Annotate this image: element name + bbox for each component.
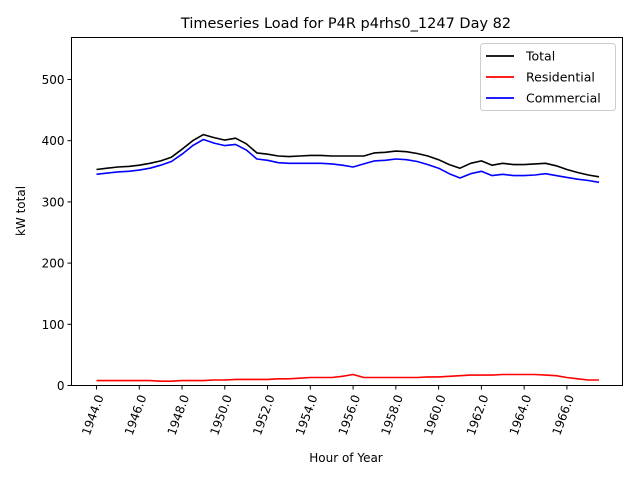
y-axis-label: kW total: [14, 186, 28, 236]
x-tick-label: 1966.0: [549, 393, 577, 437]
series-line-commercial: [96, 138, 600, 184]
legend: Total Residential Commercial: [480, 43, 616, 111]
y-tick-label: 0: [57, 379, 65, 393]
x-tick-label: 1958.0: [378, 393, 406, 437]
series-layer: [96, 133, 600, 383]
x-tick-label: 1962.0: [464, 393, 492, 437]
x-tick-label: 1954.0: [293, 393, 321, 437]
legend-label-total: Total: [525, 49, 555, 64]
x-tick-label: 1956.0: [336, 393, 364, 437]
y-tick-label: 300: [42, 195, 65, 209]
series-line-residential: [96, 373, 599, 383]
x-tick-label: 1960.0: [421, 393, 449, 437]
y-tick-label: 400: [42, 134, 65, 148]
y-tick-label: 500: [42, 73, 65, 87]
x-tick-label: 1952.0: [250, 393, 278, 437]
plot-frame: [71, 37, 623, 386]
x-tick-label: 1950.0: [207, 393, 235, 437]
x-tick-label: 1944.0: [79, 393, 107, 437]
x-axis: 1944.0 1946.0 1948.0 1950.0 1952.0 1954.0 1956…: [79, 385, 577, 437]
x-tick-label: 1948.0: [165, 393, 193, 437]
legend-box: [480, 43, 616, 111]
y-axis: 0 100 200 300 400 500: [42, 73, 72, 393]
y-tick-label: 200: [42, 257, 65, 271]
chart-title: Timeseries Load for P4R p4rhs0_1247 Day …: [180, 16, 511, 32]
x-tick-label: 1946.0: [122, 393, 150, 437]
x-axis-label: Hour of Year: [309, 451, 383, 465]
legend-label-residential: Residential: [526, 70, 595, 85]
legend-label-commercial: Commercial: [526, 91, 601, 106]
x-tick-label: 1964.0: [507, 393, 535, 437]
series-line-total: [96, 133, 600, 178]
y-tick-label: 100: [42, 318, 65, 332]
